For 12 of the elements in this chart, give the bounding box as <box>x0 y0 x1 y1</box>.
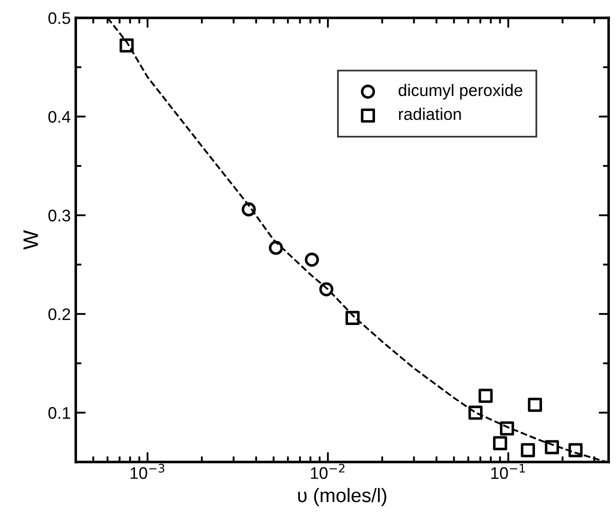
x-tick-label: 10$^{−1}$ <box>491 464 525 479</box>
y-axis-title: W <box>24 230 38 250</box>
legend-label: dicumyl peroxide <box>398 84 522 100</box>
y-tick-label: 0.2 <box>48 308 70 320</box>
x-tick-label: 10$^{−2}$ <box>310 464 344 479</box>
y-tick-label: 0.4 <box>48 110 70 123</box>
legend-label: radiation <box>399 108 461 120</box>
y-tick-label: 0.3 <box>48 210 70 222</box>
y-tick-label: 0.1 <box>48 407 70 419</box>
y-tick-label: 0.5 <box>48 12 70 24</box>
x-tick-label: 10$^{−3}$ <box>130 464 164 479</box>
x-axis-title: υ (moles/l) <box>298 488 386 506</box>
